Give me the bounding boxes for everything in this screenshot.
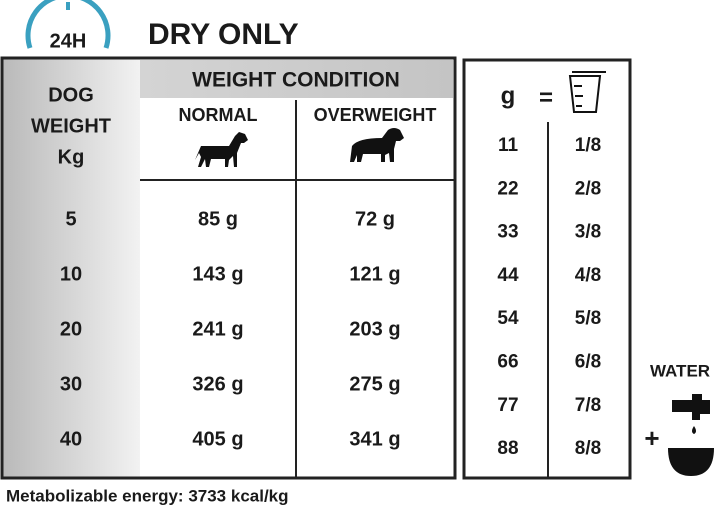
water: WATER + [644, 361, 714, 476]
cup-cell: 3/8 [575, 222, 601, 243]
cup-cell: 5/8 [575, 308, 601, 329]
ration-cell: 143 g [192, 263, 243, 285]
gram-cell: 54 [497, 308, 519, 329]
feeding-table: DOG WEIGHT Kg WEIGHT CONDITION NORMAL OV… [0, 56, 457, 480]
normal-dog-icon [195, 132, 248, 167]
condition-header: WEIGHT CONDITION [192, 69, 400, 92]
cup-cell: 1/8 [575, 135, 601, 156]
ration-cell: 203 g [349, 318, 400, 340]
cup-table: g = [462, 58, 632, 480]
weight-header: DOG [48, 84, 94, 106]
ration-cell: 241 g [192, 318, 243, 340]
column-header: NORMAL [179, 105, 258, 125]
cup-marks [574, 85, 583, 107]
column-header: OVERWEIGHT [314, 105, 437, 125]
weight-header: Kg [58, 146, 85, 168]
cup-cell: 8/8 [575, 438, 601, 459]
gram-cell: 33 [497, 222, 518, 243]
plus: + [644, 423, 659, 453]
equals: = [539, 84, 553, 111]
water-label: WATER [650, 361, 710, 380]
condition-header-bg [140, 60, 453, 98]
faucet-icon [672, 394, 710, 420]
gram-header: g [501, 82, 516, 109]
gram-cell: 88 [497, 438, 518, 459]
gram-cell: 44 [497, 265, 519, 286]
badge-arc [25, 0, 111, 49]
badge: 24H [25, 0, 111, 52]
gram-cell: 77 [497, 395, 518, 416]
weight-cell: 30 [60, 373, 82, 395]
ration-cell: 121 g [349, 263, 400, 285]
ration-cell: 326 g [192, 373, 243, 395]
ration-cell: 85 g [198, 208, 238, 230]
ration-cell: 341 g [349, 428, 400, 450]
cup-cell: 4/8 [575, 265, 601, 286]
badge-text: 24H [50, 30, 87, 52]
weight-header: WEIGHT [31, 115, 111, 137]
title: DRY ONLY [148, 18, 299, 51]
ration-cell: 275 g [349, 373, 400, 395]
weight-cell: 10 [60, 263, 82, 285]
bowl-icon [668, 448, 714, 476]
footer: Metabolizable energy: 3733 kcal/kg [6, 486, 289, 505]
ration-cell: 405 g [192, 428, 243, 450]
ration-cell: 72 g [355, 208, 395, 230]
weight-cell: 40 [60, 428, 82, 450]
table-border [0, 56, 457, 480]
drop-icon [692, 426, 696, 434]
gram-cell: 11 [498, 135, 519, 156]
cup-cell: 2/8 [575, 178, 601, 199]
overweight-dog-icon [350, 128, 404, 162]
weight-column-bg [2, 58, 140, 478]
gram-cell: 22 [497, 178, 518, 199]
cup-icon [568, 71, 606, 113]
gram-cell: 66 [497, 352, 518, 373]
weight-cell: 20 [60, 318, 82, 340]
cup-cell: 6/8 [575, 352, 601, 373]
weight-cell: 5 [65, 208, 76, 230]
cup-cell: 7/8 [575, 395, 601, 416]
